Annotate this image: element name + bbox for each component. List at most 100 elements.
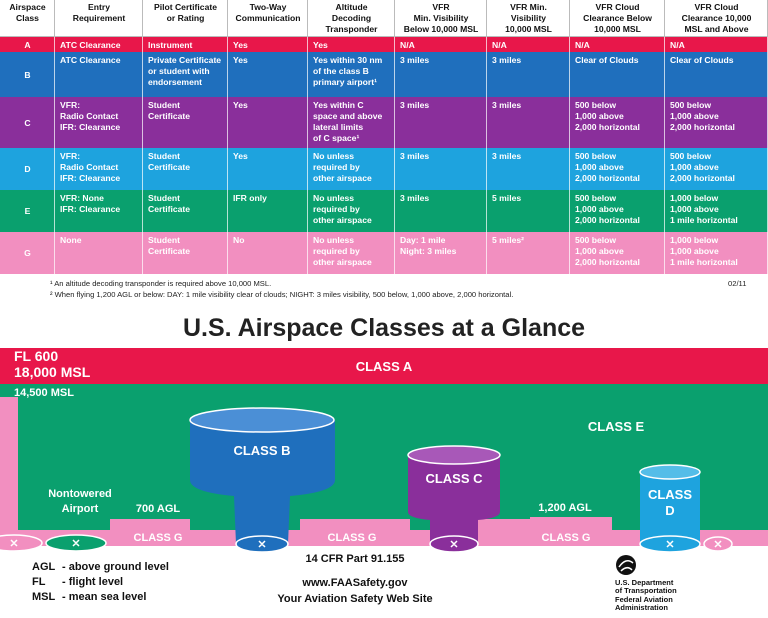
agency: U.S. Department [615,578,674,587]
table-cell: Yes within 30 nm of the class B primary … [308,52,395,97]
column-header: VFR Cloud Clearance 10,000 MSL and Above [665,0,768,37]
class-cell: C [0,97,55,148]
class-c-top [407,445,501,465]
nontowered-label: Nontowered [48,488,112,500]
class-b-shape [190,420,335,544]
agency: of Transportation [615,586,677,595]
table-cell: 3 miles [487,52,570,97]
table-cell: Yes [228,37,308,52]
class-g-label: CLASS G [134,532,183,544]
table-cell: VFR: None IFR: Clearance [55,190,143,232]
column-header: Airspace Class [0,0,55,37]
legend-text: - above ground level [62,561,169,573]
table-cell: N/A [395,37,487,52]
table-cell: 5 miles² [487,232,570,274]
table-cell: Clear of Clouds [570,52,665,97]
table-cell: 1,000 below 1,000 above 1 mile horizonta… [665,232,768,274]
class-g-label: CLASS G [542,532,591,544]
column-header: Altitude Decoding Transponder [308,0,395,37]
class-cell: A [0,37,55,52]
table-cell: 3 miles [395,97,487,148]
agency: Federal Aviation [615,595,673,604]
class-cell: B [0,52,55,97]
class-g-label: CLASS G [328,532,377,544]
table-cell: 500 below 1,000 above 2,000 horizontal [570,97,665,148]
table-cell: Instrument [143,37,228,52]
footnote: ² When flying 1,200 AGL or below: DAY: 1… [50,290,514,299]
table-cell: Yes within C space and above lateral lim… [308,97,395,148]
table-cell: N/A [665,37,768,52]
table-cell: 3 miles [487,148,570,190]
table-cell: 1,000 below 1,000 above 1 mile horizonta… [665,190,768,232]
table-cell: 500 below 1,000 above 2,000 horizontal [665,97,768,148]
class-d-shape [640,472,700,544]
class-g-area [0,397,768,546]
table-cell: Day: 1 mile Night: 3 miles [395,232,487,274]
column-header: VFR Min. Visibility 10,000 MSL and Above [487,0,570,37]
legend-abbr: AGL [32,561,56,573]
table-cell: Private Certificate or student with endo… [143,52,228,97]
table-cell: Yes [228,97,308,148]
class-e-area [0,384,768,546]
table-cell: No unless required by other airspace [308,148,395,190]
column-header: VFR Min. Visibility Below 10,000 MSL [395,0,487,37]
table-cell: 500 below 1,000 above 2,000 horizontal [570,148,665,190]
table-cell: N/A [570,37,665,52]
class-cell: G [0,232,55,274]
class-cell: D [0,148,55,190]
table-cell: VFR: Radio Contact IFR: Clearance [55,148,143,190]
table-cell: Student Certificate [143,190,228,232]
table-cell: Student Certificate [143,232,228,274]
msl14500-label: 14,500 MSL [14,387,74,399]
class-c-label: CLASS C [425,471,483,486]
table-cell: 500 below 1,000 above 2,000 horizontal [665,148,768,190]
footnote: ¹ An altitude decoding transponder is re… [50,279,272,288]
date: 02/11 [728,279,747,288]
table-cell: 3 miles [395,190,487,232]
table-cell: No [228,232,308,274]
table-cell: 500 below 1,000 above 2,000 horizontal [570,190,665,232]
msl18000-label: 18,000 MSL [14,364,91,380]
nontowered-label: Airport [62,503,99,515]
class-b-top [189,407,335,433]
agl1200-label: 1,200 AGL [538,502,592,514]
column-header: Two-Way Communication [228,0,308,37]
class-a-band [0,348,768,384]
regulation: 14 CFR Part 91.155 [305,553,404,565]
table-cell: Student Certificate [143,148,228,190]
class-d-label: CLASS [648,487,692,502]
fl600-label: FL 600 [14,348,58,364]
table-cell: 3 miles [487,97,570,148]
table-cell: Student Certificate [143,97,228,148]
table-cell: ATC Clearance [55,37,143,52]
table-cell: Yes [228,52,308,97]
class-b-label: CLASS B [233,443,290,458]
table-cell: ATC Clearance [55,52,143,97]
column-header: Entry Requirement [55,0,143,37]
class-a-label: CLASS A [356,359,413,374]
airports [0,534,733,553]
table-cell: None [55,232,143,274]
table-cell: No unless required by other airspace [308,190,395,232]
table-cell: 5 miles [487,190,570,232]
class-c-shape [408,455,500,544]
website: www.FAASafety.gov [301,577,408,589]
table-cell: N/A [487,37,570,52]
legend-abbr: MSL [32,591,56,603]
table-cell: IFR only [228,190,308,232]
agency: Administration [615,603,668,612]
class-e-label: CLASS E [588,419,645,434]
column-header: VFR Cloud Clearance Below 10,000 MSL [570,0,665,37]
table-cell: VFR: Radio Contact IFR: Clearance [55,97,143,148]
table-cell: Yes [308,37,395,52]
table-cell: Clear of Clouds [665,52,768,97]
table-cell: 3 miles [395,148,487,190]
class-cell: E [0,190,55,232]
legend-text: - mean sea level [62,591,146,603]
agl700-label: 700 AGL [136,503,181,515]
legend-abbr: FL [32,576,46,588]
legend-text: - flight level [62,576,123,588]
dot-logo [616,555,636,575]
website-tagline: Your Aviation Safety Web Site [277,593,432,605]
